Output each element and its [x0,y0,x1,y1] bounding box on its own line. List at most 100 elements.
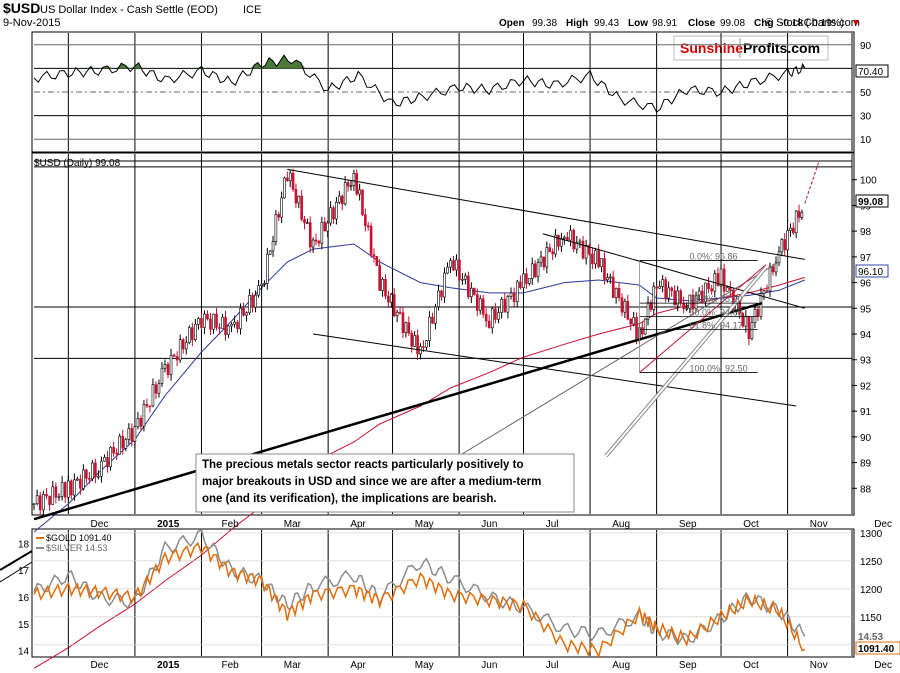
price-candle-body [390,294,393,303]
price-candle-body [522,273,525,289]
close-label: Close [688,18,716,29]
price-candle-body [587,244,591,255]
price-x-tick-label: 2015 [157,519,180,530]
price-candle-body [103,457,106,462]
annotation-line-3: one (and its verification), the implicat… [202,493,497,505]
logo-sunshine: Sunshine [680,40,743,56]
price-candle-body [530,263,534,279]
chg-value: -0.18 (-0.19%) [780,18,844,29]
price-candle-body [91,462,94,480]
price-candle-body [578,240,582,243]
price-layer: 1009998979695949392919089880.0%: 96.8638… [32,154,892,669]
metals-x-tick-label: Aug [612,660,630,671]
price-candle-body [197,318,200,325]
price-candle-body [163,364,167,369]
low-value: 98.91 [652,18,677,29]
price-x-tick-label: Apr [350,519,366,530]
annotation-line-2: major breakouts in USD and since we are … [202,476,541,488]
price-candle-body [233,321,236,325]
price-candle-body [581,240,585,259]
price-candle-body [148,405,152,408]
rsi-tick-label: 10 [860,135,872,146]
price-candle-body [676,290,679,306]
price-candle-body [407,322,411,334]
price-candle-body [753,309,757,323]
price-candle-body [191,327,194,340]
price-candle-body [63,482,67,498]
price-candle-body [355,173,359,195]
metals-x-tick-label: Oct [743,660,759,671]
price-candle-body [794,210,798,234]
price-candle-body [136,418,140,428]
silver-last-value: 14.53 [858,632,883,643]
price-candle-body [335,201,338,220]
price-candle-body [646,302,650,320]
trendline-channel-top [542,233,805,309]
price-candle-body [323,221,327,232]
symbol-description: US Dollar Index - Cash Settle (EOD) [40,4,218,16]
price-candle-body [626,300,630,320]
price-candle-body [369,225,373,255]
price-candle-body [716,273,720,287]
chg-down-icon: ▼ [851,18,861,29]
metals-x-tick-label: Sep [679,660,697,671]
price-candle-body [410,332,414,347]
price-candle-body [632,317,635,325]
price-candle-body [658,286,661,289]
price-candle-body [563,236,566,239]
price-candle-body [209,318,212,330]
price-candle-body [494,308,497,320]
price-candle-body [303,218,306,224]
price-series-title: $USD (Daily) 99.08 [34,158,121,169]
price-candle-body [94,462,97,478]
metals-left-tick-label: 17 [18,566,30,577]
chg-label: Chg [754,18,773,29]
price-candle-body [484,313,488,322]
rsi-layer: 9070503010 [33,33,872,151]
metals-x-tick-label: Feb [222,660,240,671]
price-candle-body [629,318,633,325]
price-candle-body [127,428,131,440]
annotation-arrow-inner [605,266,767,457]
price-candle-body [623,300,627,313]
symbol: $USD [3,0,40,16]
price-candle-body [145,404,149,407]
price-x-tick-label: Aug [612,519,630,530]
price-candle-body [707,282,710,289]
price-candle-body [416,335,419,355]
price-candle-body [551,251,554,255]
rsi-tick-label: 30 [860,112,872,123]
price-candle-body [329,207,332,224]
price-candle-body [268,250,272,255]
price-candle-body [100,460,103,477]
price-candle-body [452,260,455,271]
price-candle-body [762,290,766,294]
price-candle-body [263,283,266,285]
price-candle-body [685,307,688,310]
price-candle-body [154,384,158,394]
price-candle-body [112,446,115,454]
price-candle-body [509,292,513,297]
price-candle-body [221,316,224,329]
price-candle-body [557,234,560,247]
price-candle-body [542,256,546,268]
metals-right-tick-label: 1150 [860,613,882,624]
price-candle-body [364,214,367,227]
price-candle-body [431,316,434,324]
price-candle-body [151,384,155,407]
price-candle-body [314,239,318,242]
price-candle-body [512,292,516,303]
price-candle-body [124,439,128,449]
price-candle-body [741,313,745,327]
silver-last-value-tag: 14.53 [858,632,883,643]
price-candle-body [682,302,685,309]
price-candle-body [248,295,251,314]
price-candle-body [349,185,353,187]
price-tick-label: 90 [860,433,872,444]
price-candle-body [277,214,281,218]
price-candle-body [184,342,188,350]
price-candle-body [449,260,452,268]
price-candle-body [401,312,405,334]
price-candle-body [187,327,191,343]
price-candle-body [239,307,242,330]
